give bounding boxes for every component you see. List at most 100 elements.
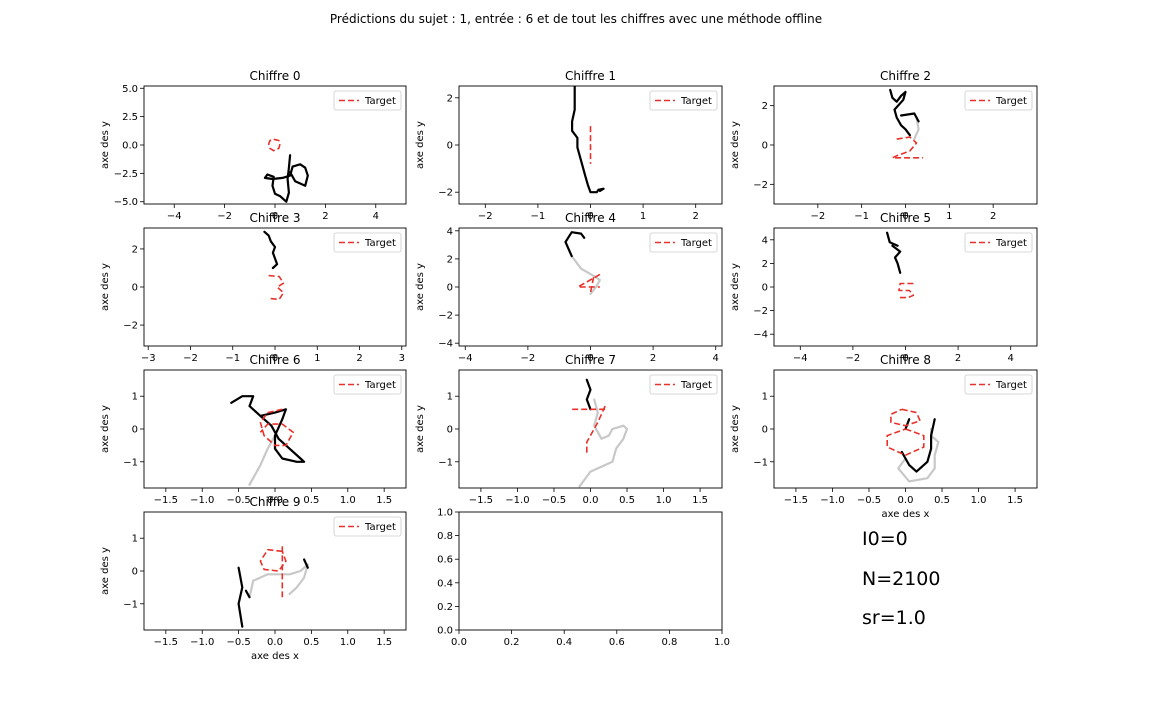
x-tick-label: −1.5 (784, 495, 808, 506)
x-tick-label: 2 (322, 211, 328, 222)
x-tick-label: 0.0 (898, 495, 914, 506)
y-tick-label: 0 (132, 425, 138, 436)
x-tick-label: −0.5 (226, 495, 250, 506)
x-tick-label: −2 (846, 353, 861, 364)
subplot-2: −2 −1 0 1 2 −2 0 2 Chiffre 2 axe des y Target (730, 69, 1038, 222)
x-tick-label: 2 (693, 211, 699, 222)
prediction-faded-line (570, 255, 602, 296)
subplot-title: Chiffre 2 (880, 69, 931, 83)
x-tick-label: −1.0 (190, 637, 214, 648)
legend-box (649, 374, 718, 395)
subplot-title: Chiffre 9 (249, 495, 300, 509)
prediction-line (904, 418, 911, 431)
note-sr: sr=1.0 (862, 607, 926, 629)
legend: Target (649, 90, 718, 111)
subplot-5: −4 −2 0 2 4 −4 −2 0 2 4 Chiffre 5 axe des y Target (730, 211, 1038, 364)
x-tick-label: 1 (946, 211, 952, 222)
prediction-faded-line (897, 427, 940, 483)
x-tick-label: 0.5 (934, 495, 950, 506)
x-tick-label: −0.5 (226, 637, 250, 648)
prediction-line (889, 88, 912, 137)
y-tick-label: 2 (132, 244, 138, 255)
legend: Target (333, 516, 402, 537)
y-tick-label: 2 (762, 101, 768, 112)
legend-label: Target (364, 96, 396, 107)
x-tick-label: −2 (810, 211, 825, 222)
x-tick-label: 2 (650, 353, 656, 364)
y-axis-label: axe des y (730, 263, 741, 311)
y-tick-label: 1.0 (437, 508, 453, 519)
legend: Target (964, 232, 1033, 253)
legend-label: Target (364, 522, 396, 533)
target-line (898, 282, 915, 299)
y-tick-label: 0.0 (122, 141, 138, 152)
target-line (268, 274, 285, 301)
x-tick-label: 1.0 (340, 495, 356, 506)
y-tick-label: −2 (123, 321, 138, 332)
prediction-faded-line (913, 116, 920, 141)
x-tick-label: 0 (902, 211, 908, 222)
y-tick-label: −4 (438, 339, 453, 350)
legend-box (333, 516, 402, 537)
target-line (259, 548, 287, 572)
y-tick-label: 1 (132, 392, 138, 403)
y-tick-label: 0.2 (437, 602, 453, 613)
y-tick-label: 0 (447, 141, 453, 152)
legend-label: Target (995, 380, 1027, 391)
x-tick-label: 1.5 (1007, 495, 1023, 506)
subplot-1: −2 −1 0 1 2 −2 0 2 Chiffre 1 axe des y Target (415, 69, 723, 222)
y-tick-label: 2.5 (122, 112, 138, 123)
y-tick-label: 0.8 (437, 531, 453, 542)
axes-frame (458, 511, 723, 631)
x-tick-label: 1.0 (656, 495, 672, 506)
target-line (267, 138, 281, 152)
prediction-line (303, 558, 309, 569)
y-tick-label: −5.0 (114, 197, 138, 208)
x-tick-label: 1.0 (714, 637, 730, 648)
y-tick-label: −1 (123, 599, 138, 610)
prediction-line (570, 86, 605, 194)
legend-box (333, 90, 402, 111)
x-axis-label: axe des x (251, 651, 299, 662)
x-tick-label: 0 (272, 353, 278, 364)
note-i0: I0=0 (862, 528, 908, 550)
prediction-line (899, 112, 920, 123)
subplot-title: Chiffre 8 (880, 353, 931, 367)
target-line (577, 273, 601, 288)
legend: Target (649, 232, 718, 253)
x-tick-label: 0.5 (303, 495, 319, 506)
x-tick-label: 1.0 (340, 637, 356, 648)
subplot-title: Chiffre 7 (565, 353, 616, 367)
y-tick-label: 1 (447, 392, 453, 403)
x-tick-label: 1.0 (971, 495, 987, 506)
x-tick-label: 1 (640, 211, 646, 222)
y-tick-label: 0.6 (437, 555, 453, 566)
y-tick-label: 1 (762, 392, 768, 403)
subplot-4: −4 −2 0 2 4 −4 −2 0 2 4 Chiffre 4 axe des y Target (415, 211, 723, 364)
x-tick-label: 3 (399, 353, 405, 364)
x-tick-label: −0.5 (542, 495, 566, 506)
y-tick-label: −1 (438, 457, 453, 468)
x-tick-label: 2 (955, 353, 961, 364)
y-axis-label: axe des y (100, 263, 111, 311)
legend: Target (964, 374, 1033, 395)
x-tick-label: −2 (217, 211, 232, 222)
x-tick-label: −0.5 (857, 495, 881, 506)
y-tick-label: −2 (438, 311, 453, 322)
x-tick-label: 1.5 (376, 637, 392, 648)
x-tick-label: −1.5 (154, 495, 178, 506)
legend: Target (649, 374, 718, 395)
subplot-3: −3 −2 −1 0 1 2 3 −2 0 2 Chiffre 3 axe des y Target (100, 211, 407, 364)
x-tick-label: 0.5 (303, 637, 319, 648)
x-tick-label: 0 (587, 353, 593, 364)
legend-box (649, 232, 718, 253)
x-tick-label: −4 (793, 353, 808, 364)
x-tick-label: −3 (141, 353, 156, 364)
x-tick-label: −1.5 (469, 495, 493, 506)
y-tick-label: 0 (132, 283, 138, 294)
x-tick-label: −1.0 (505, 495, 529, 506)
x-tick-label: 0.4 (556, 637, 572, 648)
y-tick-label: 0 (447, 283, 453, 294)
prediction-line (230, 395, 306, 463)
legend: Target (333, 232, 402, 253)
